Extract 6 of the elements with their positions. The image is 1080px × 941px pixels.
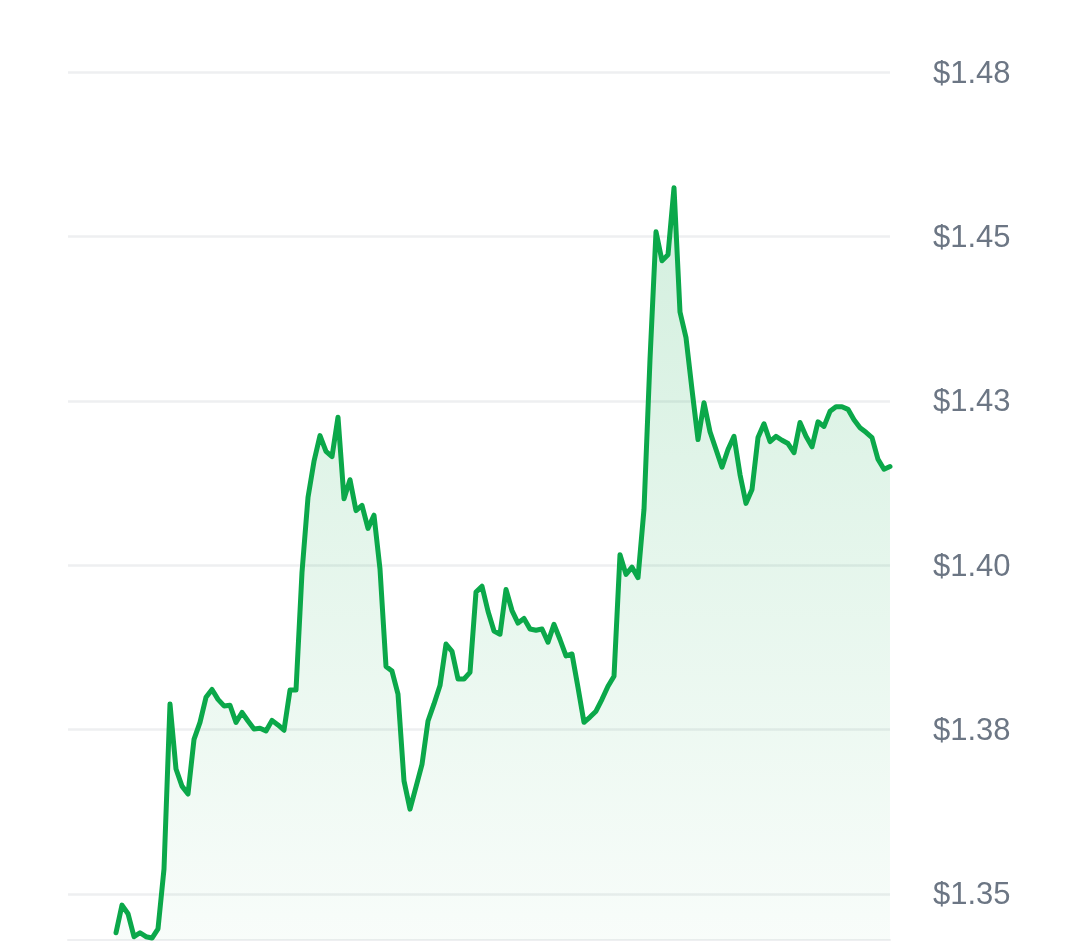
y-tick-label: $1.48 (933, 54, 1011, 90)
y-tick-label: $1.40 (933, 547, 1011, 583)
y-tick-label: $1.38 (933, 712, 1011, 748)
y-tick-label: $1.43 (933, 383, 1011, 419)
y-tick-label: $1.45 (933, 218, 1011, 254)
y-tick-label: $1.35 (933, 876, 1011, 912)
